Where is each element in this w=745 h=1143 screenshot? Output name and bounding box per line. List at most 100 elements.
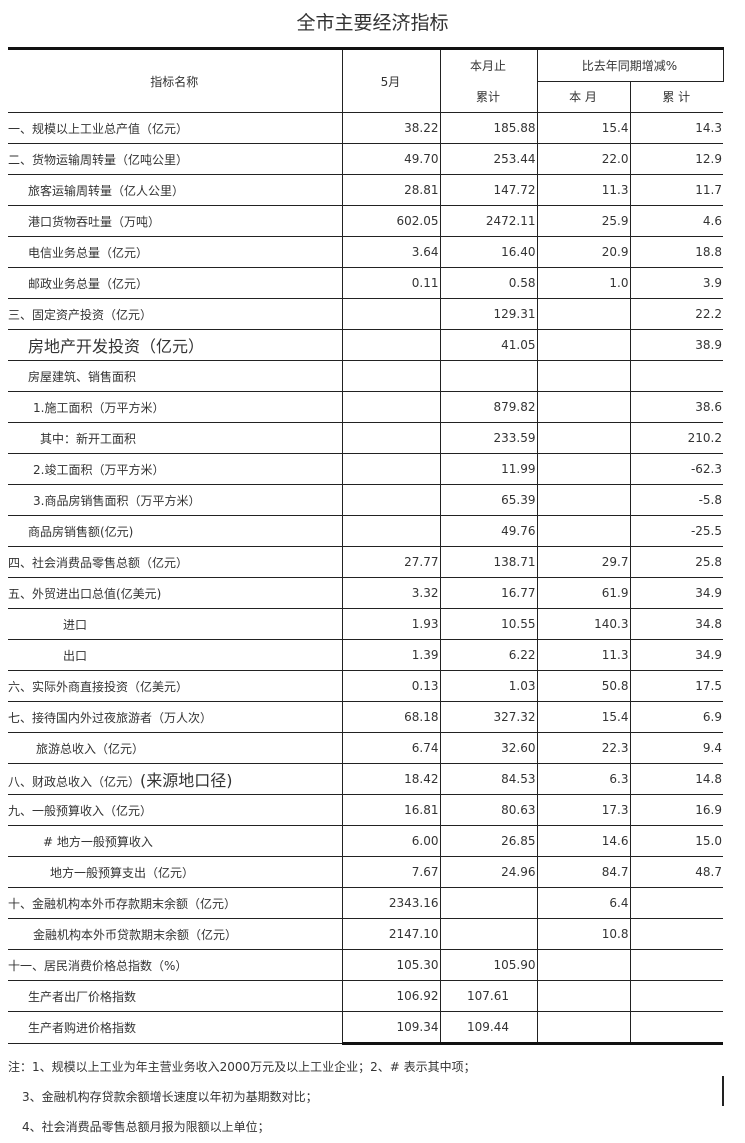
- cumulative-value: 6.22: [439, 639, 537, 671]
- table-row: 金融机构本外币贷款期末余额（亿元） 2147.10 10.8: [8, 918, 723, 950]
- yoy-month: 25.9: [536, 205, 630, 237]
- month-value: 3.32: [341, 577, 440, 609]
- table-row: 十一、居民消费价格总指数（%） 105.30 105.90: [8, 949, 723, 981]
- header-yoy-month: 本 月: [536, 81, 630, 113]
- table-row: 十、金融机构本外币存款期末余额（亿元） 2343.16 6.4: [8, 887, 723, 919]
- yoy-cumulative: 4.6: [629, 205, 723, 237]
- yoy-cumulative: 34.8: [629, 608, 723, 640]
- yoy-cumulative: 22.2: [629, 298, 723, 330]
- indicator-name: 港口货物吞吐量（万吨）: [8, 205, 342, 237]
- month-value: 49.70: [341, 143, 440, 175]
- yoy-month: [536, 949, 630, 981]
- table-row: 八、财政总收入（亿元）(来源地口径) 18.42 84.53 6.3 14.8: [8, 763, 723, 795]
- yoy-cumulative: 12.9: [629, 143, 723, 175]
- cumulative-value: 2472.11: [439, 205, 537, 237]
- table-row: 房屋建筑、销售面积: [8, 360, 723, 392]
- yoy-cumulative: 34.9: [629, 577, 723, 609]
- indicator-name: 房地产开发投资（亿元）: [8, 329, 342, 361]
- yoy-month: 11.3: [536, 639, 630, 671]
- cumulative-value: 879.82: [439, 391, 537, 423]
- indicator-name: 三、固定资产投资（亿元）: [8, 298, 342, 330]
- month-value: 2343.16: [341, 887, 440, 919]
- yoy-month: [536, 453, 630, 485]
- month-value: 0.11: [341, 267, 440, 299]
- cumulative-value: 10.55: [439, 608, 537, 640]
- indicator-name: 七、接待国内外过夜旅游者（万人次）: [8, 701, 342, 733]
- yoy-month: [536, 391, 630, 423]
- cumulative-value: 41.05: [439, 329, 537, 361]
- indicator-name: 进口: [8, 608, 342, 640]
- yoy-cumulative: [629, 887, 723, 919]
- indicator-name: 旅游总收入（亿元）: [8, 732, 342, 764]
- table-row: 生产者出厂价格指数 106.92 107.61: [8, 980, 723, 1012]
- cumulative-value: 32.60: [439, 732, 537, 764]
- yoy-cumulative: 25.8: [629, 546, 723, 578]
- cumulative-value: [439, 887, 537, 919]
- yoy-cumulative: 38.6: [629, 391, 723, 423]
- indicator-name: # 地方一般预算收入: [8, 825, 342, 857]
- indicator-name: 房屋建筑、销售面积: [8, 360, 342, 392]
- indicator-name: 金融机构本外币贷款期末余额（亿元）: [8, 918, 342, 950]
- header-name: 指标名称: [8, 47, 342, 113]
- yoy-cumulative: 18.8: [629, 236, 723, 268]
- month-value: 38.22: [341, 112, 440, 144]
- month-value: 602.05: [341, 205, 440, 237]
- footnotes: 注：1、规模以上工业为年主营业务收入2000万元及以上工业企业；2、# 表示其中…: [8, 1052, 476, 1142]
- month-value: 105.30: [341, 949, 440, 981]
- cumulative-value: 1.03: [439, 670, 537, 702]
- table-row: 九、一般预算收入（亿元） 16.81 80.63 17.3 16.9: [8, 794, 723, 826]
- table-row: 二、货物运输周转量（亿吨公里） 49.70 253.44 22.0 12.9: [8, 143, 723, 175]
- yoy-cumulative: 17.5: [629, 670, 723, 702]
- indicator-name: 十、金融机构本外币存款期末余额（亿元）: [8, 887, 342, 919]
- yoy-month: 22.3: [536, 732, 630, 764]
- table-row: 进口 1.93 10.55 140.3 34.8: [8, 608, 723, 640]
- cumulative-value: 0.58: [439, 267, 537, 299]
- table-row: 七、接待国内外过夜旅游者（万人次） 68.18 327.32 15.4 6.9: [8, 701, 723, 733]
- yoy-cumulative: -62.3: [629, 453, 723, 485]
- yoy-month: [536, 515, 630, 547]
- yoy-month: 10.8: [536, 918, 630, 950]
- month-value: 16.81: [341, 794, 440, 826]
- yoy-cumulative: 38.9: [629, 329, 723, 361]
- table-row: 2.竣工面积（万平方米） 11.99 -62.3: [8, 453, 723, 485]
- header-month: 5月: [341, 47, 440, 113]
- divider: [722, 1076, 724, 1106]
- indicator-name: 生产者出厂价格指数: [8, 980, 342, 1012]
- month-value: [341, 329, 440, 361]
- table-row: 出口 1.39 6.22 11.3 34.9: [8, 639, 723, 671]
- cumulative-value: 327.32: [439, 701, 537, 733]
- month-value: [341, 484, 440, 516]
- indicator-name: 出口: [8, 639, 342, 671]
- table-row: 五、外贸进出口总值(亿美元) 3.32 16.77 61.9 34.9: [8, 577, 723, 609]
- cumulative-value: [439, 360, 537, 392]
- cumulative-value: 105.90: [439, 949, 537, 981]
- cumulative-value: 147.72: [439, 174, 537, 206]
- indicator-name: 五、外贸进出口总值(亿美元): [8, 577, 342, 609]
- table-row: 商品房销售额(亿元) 49.76 -25.5: [8, 515, 723, 547]
- month-value: [341, 422, 440, 454]
- table-row: 三、固定资产投资（亿元） 129.31 22.2: [8, 298, 723, 330]
- yoy-cumulative: 210.2: [629, 422, 723, 454]
- header-cum-bottom: 累计: [439, 81, 537, 113]
- month-value: 0.13: [341, 670, 440, 702]
- note-1: 注：1、规模以上工业为年主营业务收入2000万元及以上工业企业；2、# 表示其中…: [8, 1060, 476, 1074]
- table-row: 房地产开发投资（亿元） 41.05 38.9: [8, 329, 723, 361]
- indicator-name: 其中：新开工面积: [8, 422, 342, 454]
- yoy-month: [536, 980, 630, 1012]
- indicator-name: 二、货物运输周转量（亿吨公里）: [8, 143, 342, 175]
- table-row: 其中：新开工面积 233.59 210.2: [8, 422, 723, 454]
- table-row: 旅客运输周转量（亿人公里） 28.81 147.72 11.3 11.7: [8, 174, 723, 206]
- yoy-month: 140.3: [536, 608, 630, 640]
- cumulative-value: [439, 918, 537, 950]
- yoy-month: [536, 298, 630, 330]
- table-row: 1.施工面积（万平方米） 879.82 38.6: [8, 391, 723, 423]
- month-value: [341, 391, 440, 423]
- month-value: 2147.10: [341, 918, 440, 950]
- yoy-month: 29.7: [536, 546, 630, 578]
- table-row: 3.商品房销售面积（万平方米） 65.39 -5.8: [8, 484, 723, 516]
- indicator-name: 九、一般预算收入（亿元）: [8, 794, 342, 826]
- cumulative-value: 138.71: [439, 546, 537, 578]
- yoy-cumulative: 14.8: [629, 763, 723, 795]
- month-value: 6.74: [341, 732, 440, 764]
- cumulative-value: 84.53: [439, 763, 537, 795]
